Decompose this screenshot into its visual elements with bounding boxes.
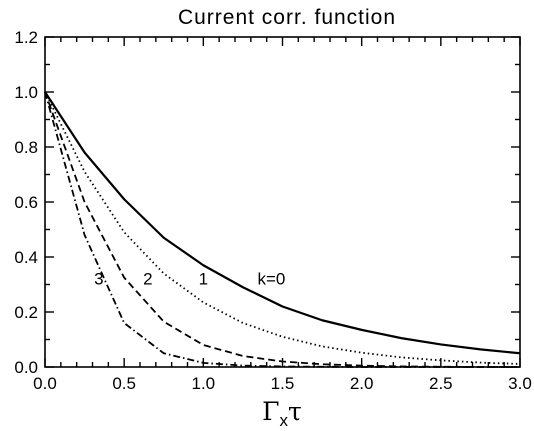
plot-frame <box>44 36 521 368</box>
curve-label-0: k=0 <box>257 270 285 289</box>
annotation-layer: k=0 1 2 3 <box>94 270 285 289</box>
y-tick-label: 1.2 <box>14 28 38 47</box>
x-axis-label-tau: τ <box>288 397 302 426</box>
x-axis-label-subscript: x <box>280 411 289 430</box>
tick-layer: 0.0 0.5 1.0 1.5 2.0 2.5 3.0 0.0 0.2 0.4 0.6 0.8 1.0 1… <box>14 28 531 393</box>
x-axis-label-gamma: Γ <box>262 397 279 426</box>
series-line-k3 <box>44 91 520 368</box>
x-tick-label: 3.0 <box>508 374 532 393</box>
y-tick-label: 0.2 <box>14 303 38 322</box>
x-tick-label: 0.0 <box>33 374 57 393</box>
y-tick-label: 0.6 <box>14 193 38 212</box>
curve-label-2: 2 <box>143 270 152 289</box>
series-line-k2 <box>44 91 520 368</box>
curve-label-1: 1 <box>199 270 208 289</box>
y-tick-label: 0.4 <box>14 248 38 267</box>
x-tick-label: 2.0 <box>350 374 374 393</box>
x-axis-label: Γxτ <box>262 397 302 430</box>
y-tick-label: 1.0 <box>14 83 38 102</box>
x-tick-label: 1.0 <box>192 374 216 393</box>
chart-title: Current corr. function <box>178 6 396 29</box>
series-line-k0 <box>44 91 521 355</box>
series-line-k1 <box>44 91 521 365</box>
y-tick-label: 0.0 <box>14 358 38 377</box>
x-tick-label: 2.5 <box>429 374 453 393</box>
x-tick-label: 0.5 <box>112 374 136 393</box>
series-layer <box>44 91 521 368</box>
curve-label-3: 3 <box>94 270 103 289</box>
y-tick-label: 0.8 <box>14 138 38 157</box>
x-tick-label: 1.5 <box>271 374 295 393</box>
